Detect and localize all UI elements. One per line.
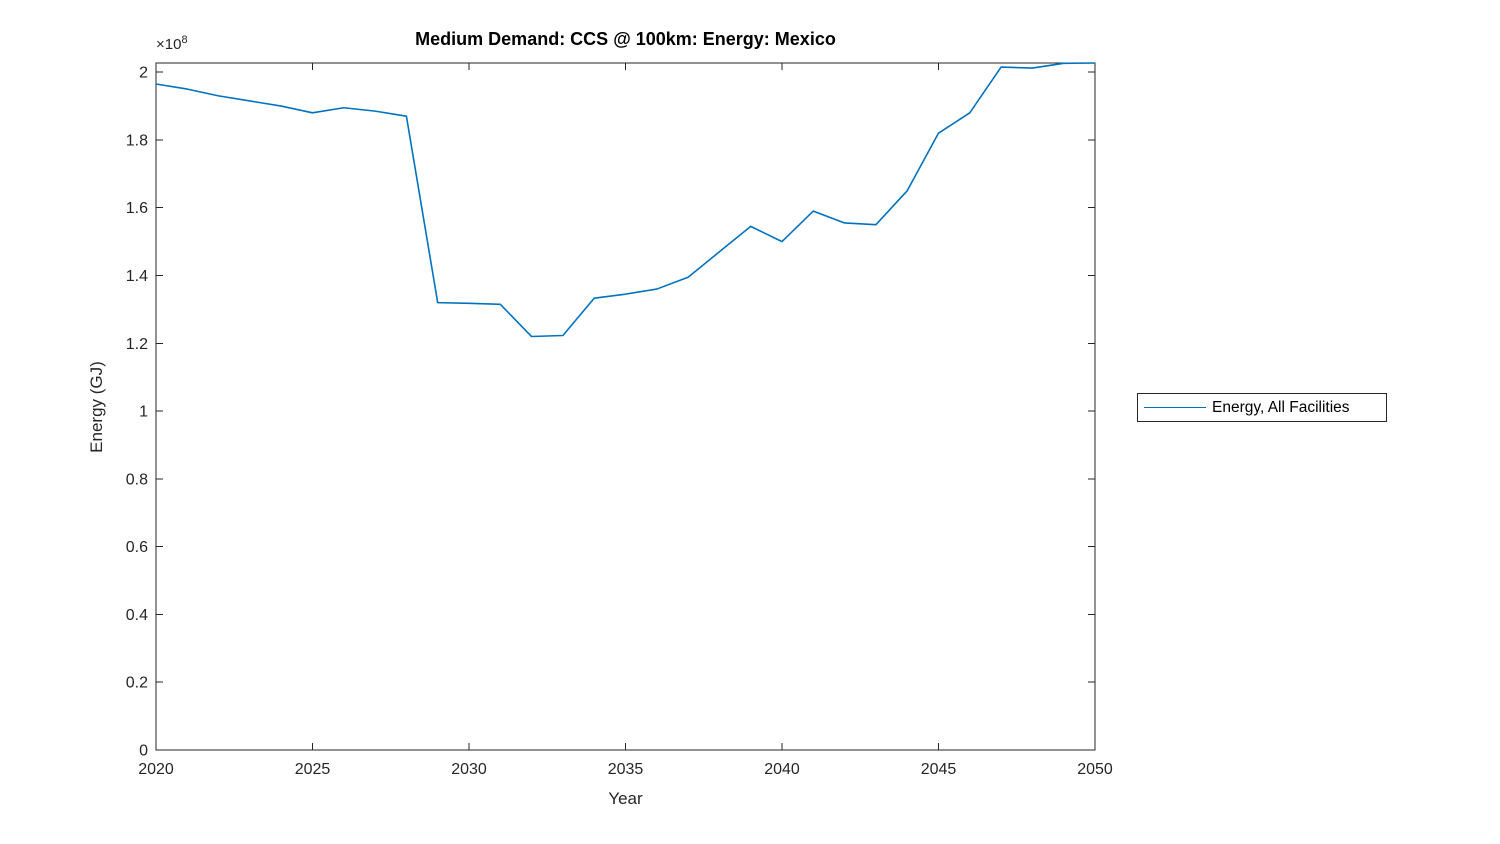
legend-box: Energy, All Facilities [1137, 393, 1387, 422]
y-tick-label: 1.4 [126, 268, 148, 285]
y-axis-label: Energy (GJ) [87, 361, 106, 453]
legend-entry-label: Energy, All Facilities [1212, 398, 1350, 416]
x-tick-label: 2020 [138, 761, 174, 778]
y-tick-label: 0.6 [126, 539, 148, 556]
x-tick-label: 2030 [451, 761, 487, 778]
chart-title: Medium Demand: CCS @ 100km: Energy: Mexi… [415, 29, 836, 49]
axes-box [155, 62, 1096, 751]
y-tick-label: 1.8 [126, 132, 148, 149]
y-tick-label: 0 [139, 743, 148, 760]
y-tick-label: 1.2 [126, 336, 148, 353]
x-axis-label: Year [608, 789, 643, 808]
y-axis-exponent-base: ×10 [156, 36, 182, 53]
y-tick-label: 0.4 [126, 607, 148, 624]
y-axis-exponent-power: 8 [181, 34, 188, 46]
y-tick-label: 0.8 [126, 471, 148, 488]
x-tick-label: 2035 [608, 761, 644, 778]
y-tick-label: 0.2 [126, 675, 148, 692]
series-line [155, 62, 1096, 338]
y-tick-label: 1.6 [126, 200, 148, 217]
y-tick-label: 2 [139, 65, 148, 82]
x-tick-label: 2040 [764, 761, 800, 778]
x-tick-label: 2025 [295, 761, 331, 778]
legend-line-sample [1144, 407, 1206, 408]
x-tick-label: 2045 [921, 761, 957, 778]
x-tick-label: 2050 [1077, 761, 1113, 778]
y-axis-exponent: ×108 [156, 34, 188, 53]
y-tick-label: 1 [139, 404, 148, 421]
